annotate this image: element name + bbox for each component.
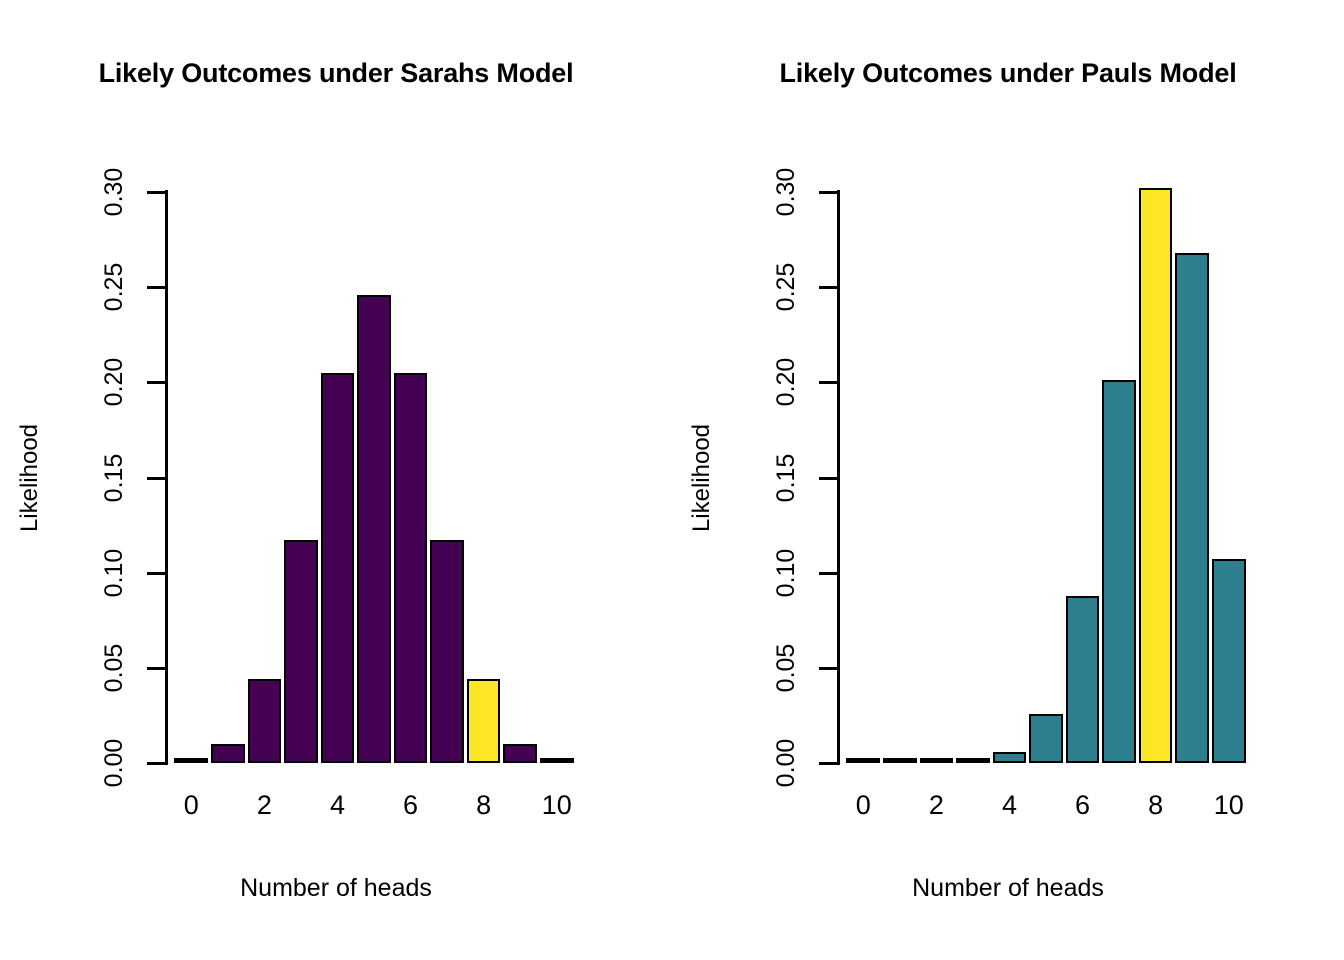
y-tick-0.00 (147, 762, 165, 765)
bar-4 (320, 372, 355, 763)
y-tick-label-0.15: 0.15 (100, 453, 128, 502)
y-tick-0.30 (147, 191, 165, 194)
bar-10 (1211, 559, 1246, 763)
bar-0 (174, 758, 209, 763)
chart-panel-sarahs-model: Likely Outcomes under Sarahs Model Likel… (16, 58, 575, 902)
bar-3 (956, 758, 990, 763)
bar-9 (1175, 252, 1209, 763)
bar-3 (284, 540, 318, 763)
x-tick-label-2: 2 (256, 790, 272, 820)
y-tick-label-0.30: 0.30 (772, 167, 800, 217)
chart-panel-pauls-model: Likely Outcomes under Pauls Model Likeli… (672, 0, 1344, 960)
y-tick-label-0.15: 0.15 (772, 453, 800, 502)
y-tick-0.30 (819, 191, 837, 194)
plot-area-pauls-model (845, 188, 1247, 763)
x-tick-label-10: 10 (541, 790, 572, 820)
x-tick-label-6: 6 (403, 790, 419, 820)
x-axis-title-left: Number of heads (240, 874, 432, 902)
y-tick-0.15 (147, 476, 165, 480)
y-tick-0.05 (147, 666, 165, 670)
y-tick-0.20 (147, 381, 165, 385)
y-tick-label-0.00: 0.00 (772, 738, 800, 788)
bar-1 (883, 758, 917, 763)
x-tick-label-10: 10 (1213, 790, 1244, 820)
y-tick-label-0.10: 0.10 (100, 548, 128, 597)
y-tick-label-0.20: 0.20 (772, 357, 800, 407)
bar-4 (992, 751, 1027, 763)
y-axis-line-right (837, 190, 840, 765)
y-tick-label-0.20: 0.20 (100, 357, 128, 407)
y-tick-0.25 (147, 286, 165, 290)
y-axis-line-left (165, 190, 168, 765)
bar-8 (466, 679, 501, 763)
bar-5 (357, 294, 391, 763)
y-tick-0.00 (819, 762, 837, 765)
y-tick-0.25 (819, 286, 837, 290)
x-axis-title-right: Number of heads (912, 874, 1104, 902)
x-tick-label-8: 8 (1148, 790, 1164, 820)
bar-6 (1065, 595, 1100, 763)
y-tick-label-0.25: 0.25 (772, 262, 800, 312)
y-tick-label-0.25: 0.25 (100, 262, 128, 312)
bar-2 (919, 758, 954, 763)
y-tick-label-0.10: 0.10 (772, 548, 800, 597)
x-tick-label-4: 4 (329, 790, 345, 820)
plot-area-sarahs-model (173, 192, 575, 763)
y-tick-0.05 (819, 666, 837, 670)
bar-0 (846, 758, 881, 763)
y-tick-label-0.30: 0.30 (100, 167, 128, 217)
bar-9 (503, 743, 537, 763)
x-tick-label-6: 6 (1075, 790, 1091, 820)
x-tick-label-0: 0 (855, 790, 871, 820)
chart-title-sarahs-model: Likely Outcomes under Sarahs Model (98, 58, 574, 88)
y-tick-label-0.05: 0.05 (772, 643, 800, 693)
x-tick-label-0: 0 (183, 790, 199, 820)
y-tick-0.10 (819, 571, 837, 575)
bar-5 (1029, 713, 1063, 763)
bar-6 (393, 372, 428, 763)
y-tick-0.15 (819, 476, 837, 480)
bar-8 (1138, 188, 1173, 763)
x-tick-label-2: 2 (928, 790, 944, 820)
bar-7 (1102, 380, 1136, 763)
y-tick-0.20 (819, 381, 837, 385)
bar-10 (539, 758, 574, 763)
bar-2 (247, 679, 282, 763)
x-tick-label-4: 4 (1001, 790, 1017, 820)
x-tick-label-8: 8 (476, 790, 492, 820)
bar-7 (430, 540, 464, 763)
y-tick-label-0.00: 0.00 (100, 738, 128, 788)
y-tick-0.10 (147, 571, 165, 575)
y-tick-label-0.05: 0.05 (100, 643, 128, 693)
y-axis-title-right: Likelihood (688, 423, 715, 533)
bar-1 (211, 743, 245, 763)
y-axis-title-left: Likelihood (16, 423, 43, 533)
chart-title-pauls-model: Likely Outcomes under Pauls Model (779, 58, 1237, 88)
